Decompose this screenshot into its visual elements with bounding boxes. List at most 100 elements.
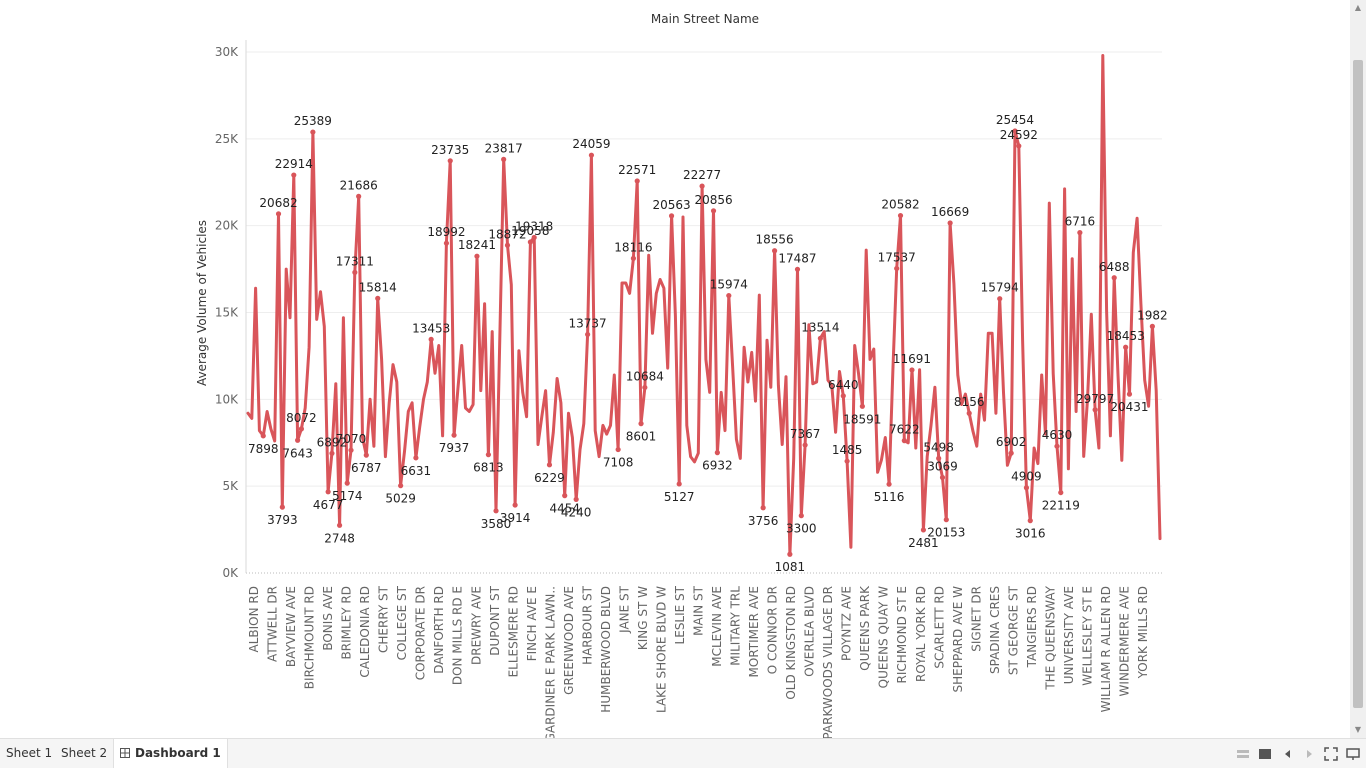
data-label: 7898 xyxy=(248,442,279,456)
data-label: 3016 xyxy=(1015,527,1046,541)
data-point xyxy=(474,253,480,259)
x-category-label: SPADINA CRES xyxy=(988,586,1002,674)
tab-sheet-2[interactable]: Sheet 2 xyxy=(55,739,113,768)
data-label: 17487 xyxy=(778,251,816,265)
data-point xyxy=(1008,450,1014,456)
dashboard-icon xyxy=(120,748,130,758)
data-point xyxy=(585,331,591,338)
x-category-label: O CONNOR DR xyxy=(766,586,780,674)
x-category-label: BAYVIEW AVE xyxy=(284,586,298,667)
y-tick-label: 25K xyxy=(215,132,239,146)
data-label: 20431 xyxy=(1110,400,1148,414)
data-label: 3580 xyxy=(481,517,512,531)
data-label: 3914 xyxy=(500,511,531,525)
data-label: 4630 xyxy=(1042,428,1073,442)
data-label: 8072 xyxy=(286,411,317,425)
data-label: 24059 xyxy=(572,137,610,151)
x-category-label: POYNTZ AVE xyxy=(840,586,854,661)
data-label: 1081 xyxy=(775,560,806,574)
data-point xyxy=(936,455,942,461)
tab-sheet-1[interactable]: Sheet 1 xyxy=(0,739,58,768)
data-point xyxy=(859,403,865,409)
fit-to-screen-icon[interactable] xyxy=(1324,747,1338,761)
x-category-label: DUPONT ST xyxy=(488,585,502,655)
data-labels: 7898 20682 3793 22914 7643 8072 25389 4677 6892 2… xyxy=(248,113,1168,574)
data-label: 29797 xyxy=(1076,392,1114,406)
x-category-label: ELLESMERE RD xyxy=(506,586,520,677)
y-tick-label: 10K xyxy=(215,392,239,406)
data-label: 20856 xyxy=(694,193,732,207)
x-category-label: BRIMLEY RD xyxy=(340,586,354,659)
x-category-label: WINDERMERE AVE xyxy=(1117,586,1131,696)
data-point xyxy=(794,266,801,272)
data-point xyxy=(588,152,595,158)
data-point xyxy=(966,410,972,416)
data-point xyxy=(1092,407,1098,413)
x-category-label: DANFORTH RD xyxy=(432,586,446,674)
x-category-label: GREENWOOD AVE xyxy=(562,586,576,695)
data-point xyxy=(771,248,778,254)
data-point xyxy=(310,129,316,135)
data-label: 11691 xyxy=(893,352,931,366)
data-point xyxy=(901,438,907,444)
scroll-up-icon[interactable]: ▲ xyxy=(1354,3,1362,12)
scrollbar-thumb[interactable] xyxy=(1353,60,1363,708)
data-label: 3793 xyxy=(267,513,298,527)
x-category-label: DON MILLS RD E xyxy=(451,586,465,685)
data-point xyxy=(413,455,419,461)
show-filmstrip-icon[interactable] xyxy=(1258,747,1272,761)
data-label: 3069 xyxy=(927,460,958,474)
data-label: 24592 xyxy=(1000,128,1038,142)
tab-label: Sheet 1 xyxy=(6,746,53,760)
tab-dashboard-1[interactable]: Dashboard 1 xyxy=(113,739,228,768)
data-point xyxy=(1054,443,1060,449)
data-point xyxy=(279,504,285,510)
data-label: 1485 xyxy=(832,443,863,457)
vertical-scrollbar[interactable]: ▲ ▼ xyxy=(1350,0,1366,738)
data-point xyxy=(939,474,946,481)
data-label: 18453 xyxy=(1107,329,1145,343)
data-label: 5498 xyxy=(923,440,954,454)
data-label: 16669 xyxy=(931,205,969,219)
data-point xyxy=(630,255,637,261)
x-category-label: MCLEVIN AVE xyxy=(710,586,724,667)
data-label: 6631 xyxy=(401,464,432,478)
data-label: 4240 xyxy=(561,505,592,519)
data-point xyxy=(943,517,949,523)
data-label: 18591 xyxy=(843,412,881,426)
previous-sheet-icon[interactable] xyxy=(1281,747,1295,761)
data-point xyxy=(840,393,846,399)
data-points xyxy=(260,128,1155,557)
x-category-label: CORPORATE DR xyxy=(414,586,428,680)
data-point xyxy=(894,265,900,272)
data-point xyxy=(1077,230,1083,236)
x-category-label: TANGIERS RD xyxy=(1025,586,1039,668)
data-label: 4909 xyxy=(1011,470,1042,484)
data-label: 6932 xyxy=(702,459,733,473)
data-point xyxy=(428,336,434,342)
data-point xyxy=(1016,143,1022,149)
series-line[interactable] xyxy=(246,54,1162,556)
data-label: 22571 xyxy=(618,163,656,177)
data-point xyxy=(668,213,675,219)
data-label: 6716 xyxy=(1065,215,1096,229)
data-label: 22914 xyxy=(275,157,313,171)
data-label: 5127 xyxy=(664,490,695,504)
data-point xyxy=(501,156,507,162)
x-category-label: HARBOUR ST xyxy=(580,585,594,665)
presentation-mode-icon[interactable] xyxy=(1346,747,1360,761)
x-category-label: LESLIE ST xyxy=(673,585,687,644)
scroll-down-icon[interactable]: ▼ xyxy=(1354,725,1362,734)
data-label: 18872 xyxy=(488,227,526,241)
data-label: 13737 xyxy=(569,316,607,330)
data-label: 13453 xyxy=(412,321,450,335)
x-category-label: CHERRY ST xyxy=(377,585,391,653)
x-category-label: FINCH AVE E xyxy=(525,586,539,661)
data-label: 2481 xyxy=(908,536,939,550)
x-axis-categories: ALBION RD ATTWELL DR BAYVIEW AVE BIRCHMOUNT… xyxy=(247,585,1150,738)
data-label: 4677 xyxy=(313,498,344,512)
data-point xyxy=(336,522,343,528)
next-sheet-icon[interactable] xyxy=(1302,747,1316,761)
show-sheet-sorter-icon[interactable] xyxy=(1236,747,1250,761)
data-point xyxy=(642,384,648,391)
